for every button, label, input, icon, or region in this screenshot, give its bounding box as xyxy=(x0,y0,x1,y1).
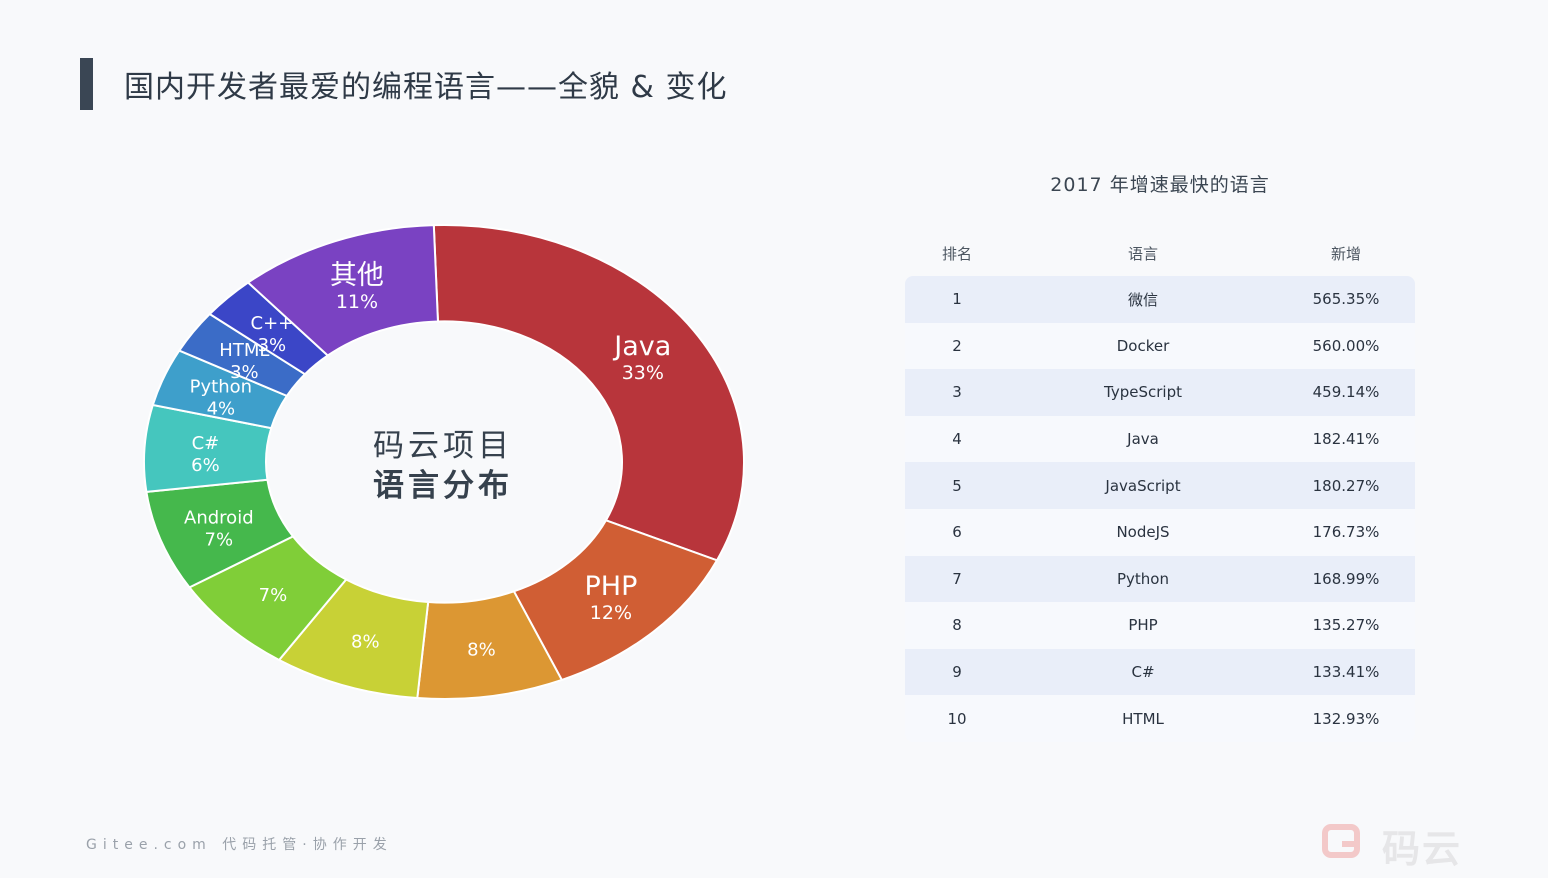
column-header-rank: 排名 xyxy=(941,244,972,263)
rank-cell: 4 xyxy=(952,430,962,449)
language-cell: Docker xyxy=(1116,336,1170,355)
slice-label: Python xyxy=(190,376,252,397)
language-donut-chart: Java33%PHP12%8%8%7%Android7%C#6%Python4%… xyxy=(143,224,745,701)
slice-label: Android xyxy=(184,507,254,528)
slice-value-label: 6% xyxy=(191,455,220,476)
table-row: 3 TypeScript 459.14% xyxy=(905,369,1415,416)
language-cell: C# xyxy=(1131,663,1155,682)
slice-label: PHP xyxy=(584,571,637,602)
language-cell: Python xyxy=(1117,569,1169,588)
table-title: 2017 年增速最快的语言 xyxy=(1050,174,1270,196)
table-row: 4 Java 182.41% xyxy=(905,415,1415,463)
table-row: 1 微信 565.35% xyxy=(905,276,1415,323)
slice-label: HTML xyxy=(219,340,269,361)
slice-label: C++ xyxy=(251,313,294,334)
language-cell: HTML xyxy=(1122,709,1164,728)
rank-cell: 3 xyxy=(952,383,962,402)
language-cell: TypeScript xyxy=(1104,383,1182,402)
logo-g-icon xyxy=(1322,824,1360,858)
table-row: 2 Docker 560.00% xyxy=(905,322,1415,370)
rank-cell: 5 xyxy=(952,476,962,495)
table-row: 6 NodeJS 176.73% xyxy=(905,508,1415,556)
language-cell: JavaScript xyxy=(1105,476,1181,495)
language-cell: NodeJS xyxy=(1116,523,1170,542)
slice-value-label: 3% xyxy=(258,335,287,356)
donut-slice xyxy=(246,224,439,357)
table-row: 10 HTML 132.93% xyxy=(905,695,1415,742)
gitee-logo: 码云 xyxy=(1322,820,1492,871)
slice-label: C# xyxy=(192,433,220,454)
rank-cell: 8 xyxy=(952,616,962,635)
slice-value-label: 12% xyxy=(590,602,632,624)
rank-cell: 6 xyxy=(952,523,962,542)
slice-value-label: 8% xyxy=(351,631,380,652)
table-header-row: 排名 语言 新增 xyxy=(905,234,1415,272)
slice-value-label: 3% xyxy=(230,362,259,383)
slice-value-label: 33% xyxy=(622,362,664,384)
slice-value-label: 11% xyxy=(336,291,378,313)
donut-center-line1: 码云项目 xyxy=(373,428,513,464)
growth-table: 排名 语言 新增 1 微信 565.35% 2 Docker 560.00% 3 TypeSc… xyxy=(905,234,1415,742)
donut-center-line2: 语言分布 xyxy=(373,468,513,504)
slice-value-label: 4% xyxy=(207,398,236,419)
language-cell: 微信 xyxy=(1127,290,1158,309)
slice-value-label: 8% xyxy=(467,639,496,660)
growth-cell: 135.27% xyxy=(1312,616,1380,635)
table-row: 5 JavaScript 180.27% xyxy=(905,462,1415,509)
language-cell: Java xyxy=(1127,430,1159,449)
donut-slice xyxy=(432,224,745,562)
table-row: 7 Python 168.99% xyxy=(905,555,1415,603)
language-cell: PHP xyxy=(1128,616,1158,635)
rank-cell: 7 xyxy=(952,569,962,588)
growth-cell: 182.41% xyxy=(1312,430,1380,449)
growth-cell: 180.27% xyxy=(1312,476,1380,495)
rank-cell: 9 xyxy=(952,663,962,682)
rank-cell: 1 xyxy=(952,290,962,309)
page-title: 国内开发者最爱的编程语言——全貌 & 变化 xyxy=(124,70,728,105)
growth-cell: 168.99% xyxy=(1312,569,1380,588)
footer-text: Gitee.com 代码托管·协作开发 xyxy=(86,837,393,853)
slice-label: Java xyxy=(612,331,671,362)
table-row: 9 C# 133.41% xyxy=(905,648,1415,696)
table-body: 1 微信 565.35% 2 Docker 560.00% 3 TypeScript 459.1… xyxy=(905,276,1415,742)
growth-cell: 459.14% xyxy=(1312,383,1380,402)
growth-cell: 132.93% xyxy=(1312,709,1380,728)
title-accent-bar xyxy=(80,58,93,110)
logo-text: 码云 xyxy=(1382,827,1463,871)
table-row: 8 PHP 135.27% xyxy=(905,602,1415,649)
rank-cell: 2 xyxy=(952,336,962,355)
growth-cell: 133.41% xyxy=(1312,663,1380,682)
growth-cell: 565.35% xyxy=(1312,290,1380,309)
column-header-language: 语言 xyxy=(1127,244,1158,263)
slice-value-label: 7% xyxy=(259,585,288,606)
slice-label: 其他 xyxy=(330,260,384,291)
growth-cell: 560.00% xyxy=(1312,336,1380,355)
column-header-growth: 新增 xyxy=(1330,244,1361,263)
slice-value-label: 7% xyxy=(205,529,234,550)
rank-cell: 10 xyxy=(947,709,967,728)
growth-cell: 176.73% xyxy=(1312,523,1380,542)
